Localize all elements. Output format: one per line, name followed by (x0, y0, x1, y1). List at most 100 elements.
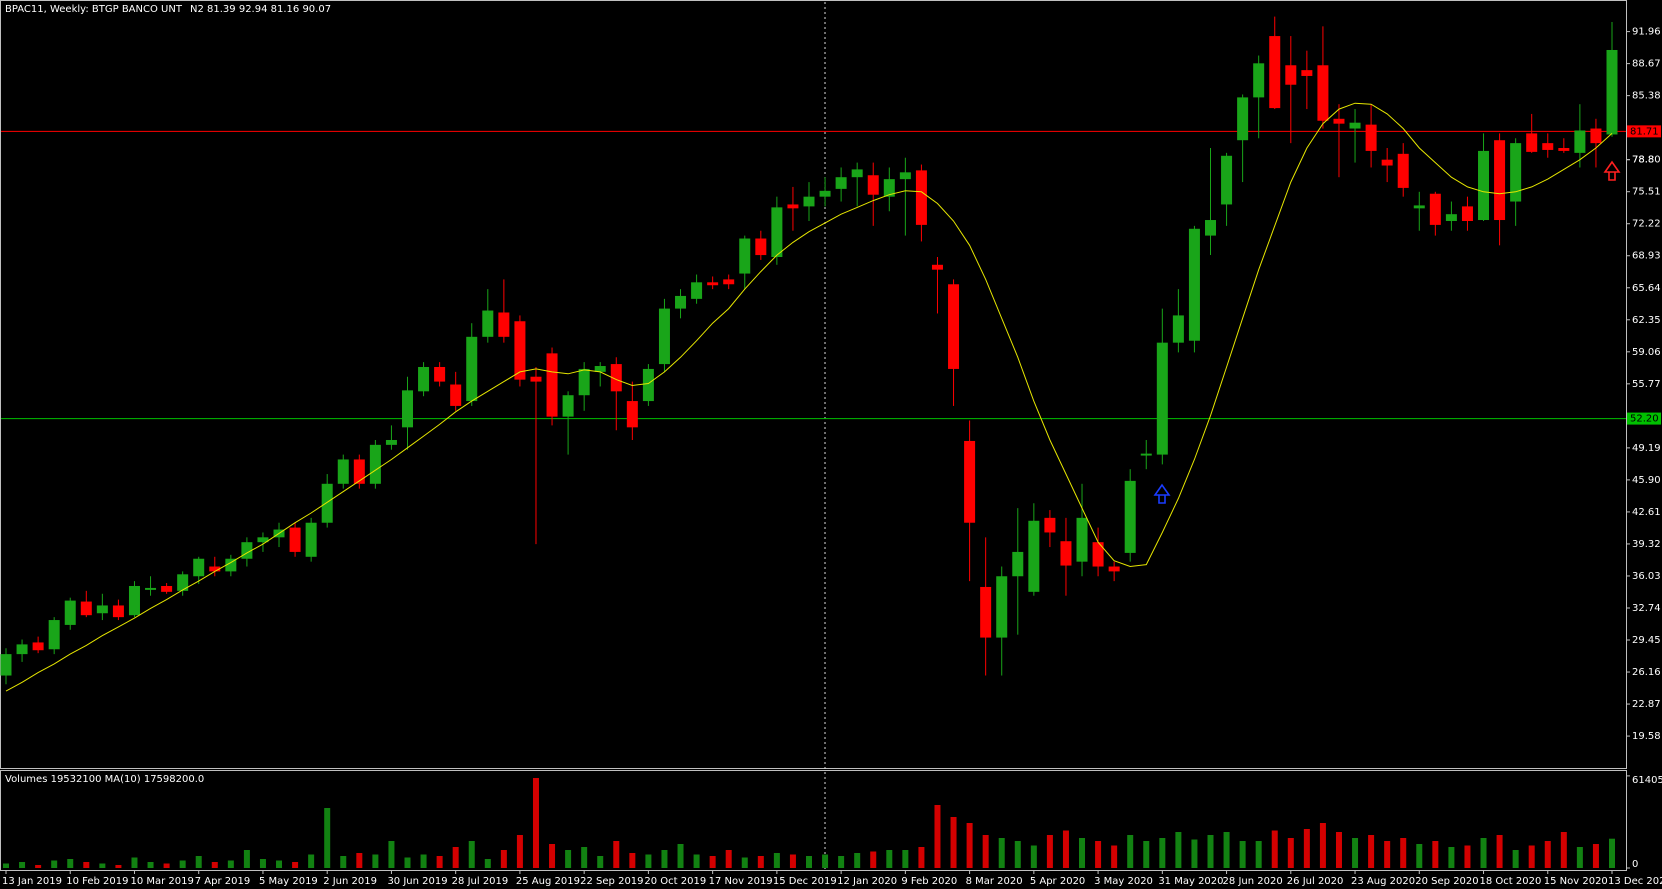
volume-bar (83, 862, 90, 868)
volume-bar (115, 865, 122, 868)
volume-bar (629, 853, 636, 868)
volume-bar (1255, 841, 1262, 868)
candle-body (209, 566, 221, 572)
candle-body (161, 585, 173, 592)
x-tick-label: 18 Oct 2020 (1480, 876, 1542, 887)
volume-bar (1030, 845, 1037, 868)
volume-bar (1400, 838, 1407, 868)
x-tick-label: 30 Jun 2019 (387, 876, 447, 887)
volume-bar (918, 847, 925, 868)
volume-bar (1175, 832, 1182, 868)
candle-body (578, 368, 590, 396)
candle-body (1253, 63, 1265, 98)
candle-body (1156, 342, 1168, 455)
volume-bar (516, 835, 523, 868)
volume-bar (1448, 847, 1455, 868)
candle-body (225, 558, 237, 572)
volume-bar (3, 863, 9, 868)
x-tick-label: 28 Jul 2019 (452, 876, 509, 887)
candle-body (16, 644, 28, 655)
volume-tick-label: 61405240 (1632, 775, 1662, 786)
volume-bar (468, 841, 475, 868)
plot-layer: 91.96 88.67 85.38 78.878.80 75.51 72.22 68.93 6… (0, 16, 1662, 887)
volume-bar (1528, 845, 1535, 868)
candle-body (1494, 140, 1506, 221)
y-tick-label: 55.77 (1632, 379, 1661, 390)
candle-body (177, 574, 189, 591)
level-tag (1627, 125, 1661, 138)
volume-bar (1416, 844, 1423, 868)
candle-body (1461, 206, 1473, 221)
volume-bar (484, 859, 491, 868)
volume-bar (998, 838, 1005, 868)
candle-body (980, 586, 992, 638)
candle-body (1301, 70, 1313, 76)
candle-body (1381, 159, 1393, 166)
volume-bar (1062, 830, 1069, 868)
volume-bar (99, 863, 106, 868)
volume-bar (757, 856, 764, 868)
volume-bar (773, 853, 780, 868)
x-tick-label: 10 Feb 2019 (66, 876, 128, 887)
y-tick-label: 62.35 (1632, 315, 1661, 326)
y-tick-label: 22.87 (1632, 699, 1661, 710)
volume-bar (211, 862, 218, 868)
candle-body (1221, 155, 1233, 205)
candle-body (996, 576, 1008, 638)
volume-pane-frame (0, 770, 1627, 871)
candle-body (626, 401, 638, 428)
volume-bar (1223, 832, 1230, 868)
candle-body (1349, 122, 1361, 129)
volume-bar (356, 853, 363, 868)
candle-body (867, 175, 879, 195)
y-tick-label: 72.22 (1632, 219, 1661, 230)
volume-bar (1319, 823, 1326, 868)
x-tick-label: 20 Oct 2019 (644, 876, 706, 887)
volume-bar (982, 835, 989, 868)
candle-body (1542, 143, 1554, 150)
volume-bar (51, 860, 58, 868)
volume-bar (966, 823, 973, 868)
candle-body (337, 459, 349, 484)
volume-bar (1014, 841, 1021, 868)
candle-body (915, 170, 927, 225)
x-tick-label: 13 Jan 2019 (2, 876, 62, 887)
candle-body (1413, 205, 1425, 209)
candle-body (658, 308, 670, 365)
volume-bar (1512, 850, 1519, 868)
x-tick-label: 3 May 2020 (1094, 876, 1153, 887)
y-tick-label: 78.8 (1632, 155, 1654, 166)
volume-tick-label: 0 (1632, 859, 1638, 870)
candle-body (851, 169, 863, 178)
candle-body (1397, 153, 1409, 188)
volume-bar (1480, 838, 1487, 868)
volume-bar (1111, 845, 1118, 868)
x-tick-label: 23 Aug 2020 (1351, 876, 1415, 887)
candle-body (48, 620, 60, 650)
candle-body (321, 483, 333, 523)
volume-bar (645, 854, 652, 868)
candle-body (610, 364, 622, 392)
chart-subtitle: N2 81.39 92.94 81.16 90.07 (190, 4, 331, 15)
chart-title: BPAC11, Weekly: BTGP BANCO UNT (5, 4, 183, 15)
volume-bar (1046, 835, 1053, 868)
volume-bar (565, 850, 572, 868)
x-tick-label: 2 Jun 2019 (323, 876, 377, 887)
volume-bar (581, 847, 588, 868)
candle-body (562, 395, 574, 417)
candle-body (675, 295, 687, 309)
volume-bar (741, 857, 748, 868)
volume-bar (292, 862, 299, 868)
candle-body (1028, 520, 1040, 592)
volume-bar (549, 844, 556, 868)
y-tick-label: 78.80 (1632, 155, 1661, 166)
candle-body (755, 238, 767, 256)
candle-body (80, 601, 92, 616)
candle-body (819, 190, 831, 197)
candle-body (1429, 193, 1441, 225)
candle-body (1205, 220, 1216, 236)
candle-body (1285, 65, 1297, 85)
candle-body (450, 384, 462, 406)
candle-body (1590, 128, 1602, 144)
candle-body (899, 172, 911, 180)
